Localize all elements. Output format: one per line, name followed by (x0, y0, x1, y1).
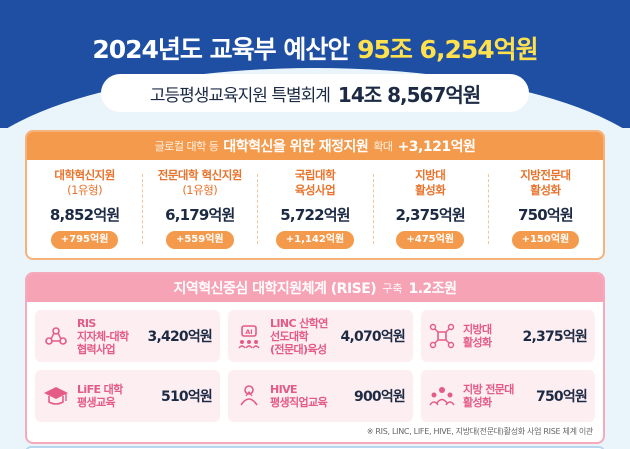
panel1-header: 글로컬 대학 등 대학혁신을 위한 재정지원 확대 +3,121억원 (27, 132, 603, 160)
special-account-amount: 14조 8,567억원 (337, 82, 481, 107)
item-name-line: 전문대학 혁신지원 (157, 168, 243, 182)
card-name-line: 협력사업 (77, 342, 116, 356)
rise-card: 지방 전문대 활성화 750억원 (421, 370, 595, 422)
card-amount: 2,375억원 (522, 329, 588, 345)
graduation-cap-icon (44, 387, 68, 405)
card-amount: 3,420억원 (147, 329, 213, 345)
card-name: LiFE 대학 평생교육 (77, 383, 123, 409)
rise-panel: 지역혁신중심 대학지원체계 (RISE) 구축 1.2조원 RIS 지자체-대학… (25, 272, 605, 444)
rise-card: AI LINC 산학연 선도대학 (전문대)육성 4,070억원 (228, 310, 413, 362)
card-name-line: 선도대학 (270, 329, 309, 343)
panel1-head-note: 글로컬 대학 등 (154, 140, 219, 153)
special-account-pill: 고등평생교육지원 특별회계 14조 8,567억원 (101, 74, 529, 112)
card-name-line: LINC 산학연 (270, 316, 328, 330)
item-name: 지방전문대 활성화 (520, 168, 571, 198)
header: 2024년도 교육부 예산안 95조 6,254억원 고등평생교육지원 특별회계… (0, 0, 630, 128)
rise-card: HIVE 평생직업교육 900억원 (228, 370, 413, 422)
card-name-line: 평생교육 (77, 396, 116, 409)
item-amount: 750억원 (517, 206, 574, 224)
item-increase-badge: +1,142억원 (275, 231, 355, 249)
card-name-line: 지방대 (463, 323, 492, 336)
card-name-line: HIVE (270, 383, 298, 396)
panel1-item: 국립대학 육성사업 5,722억원 +1,142억원 (257, 160, 372, 258)
item-sub-line: 활성화 (415, 183, 446, 197)
card-name: 지방 전문대 활성화 (463, 383, 514, 409)
item-name: 국립대학 육성사업 (294, 168, 336, 198)
svg-text:AI: AI (245, 328, 252, 336)
item-amount: 2,375억원 (395, 206, 465, 224)
rise-card-grid: RIS 지자체-대학 협력사업 3,420억원 AI LINC 산학연 선도대학… (35, 310, 595, 422)
item-name-line: 대학혁신지원 (54, 168, 115, 182)
item-sub-line: 육성사업 (294, 183, 336, 197)
panel1-items: 대학혁신지원 (1유형) 8,852억원 +795억원 전문대학 혁신지원 (1… (27, 160, 603, 258)
panel1-item: 대학혁신지원 (1유형) 8,852억원 +795억원 (27, 160, 142, 258)
item-increase-badge: +559억원 (165, 231, 234, 249)
panel2-head-amount: 1.2조원 (408, 281, 457, 297)
panel1-item: 지방전문대 활성화 750억원 +150억원 (487, 160, 603, 258)
title-prefix: 2024년도 교육부 예산안 (92, 35, 350, 64)
ai-people-icon: AI (238, 325, 260, 349)
panel2-head-note: 구축 (382, 282, 403, 295)
item-increase-badge: +150억원 (511, 231, 580, 249)
item-increase-badge: +795억원 (50, 231, 119, 249)
item-name: 지방대 활성화 (415, 168, 446, 198)
university-innovation-panel: 글로컬 대학 등 대학혁신을 위한 재정지원 확대 +3,121억원 대학혁신지… (25, 130, 605, 260)
item-increase-badge: +475억원 (396, 231, 465, 249)
item-sub-line: 활성화 (530, 183, 561, 197)
rise-card: LiFE 대학 평생교육 510억원 (35, 370, 220, 422)
title-amount: 95조 6,254억원 (357, 35, 539, 64)
rise-card: RIS 지자체-대학 협력사업 3,420억원 (35, 310, 220, 362)
card-amount: 750억원 (536, 389, 588, 405)
card-name: HIVE 평생직업교육 (270, 383, 328, 409)
item-name-line: 지방전문대 (520, 168, 571, 182)
item-sub-line: (1유형) (182, 183, 218, 197)
item-amount: 6,179억원 (165, 206, 235, 224)
presenter-icon (240, 385, 258, 406)
card-amount: 4,070억원 (340, 329, 406, 345)
item-amount: 8,852억원 (49, 206, 120, 224)
hub-icon (429, 323, 455, 349)
card-name-line: 활성화 (463, 336, 492, 349)
footnote: ※ RIS, LINC, LIFE, HIVE, 지방대(전문대)활성화 사업 … (366, 427, 594, 436)
card-name-line: (전문대)육성 (270, 342, 327, 356)
rise-card: 지방대 활성화 2,375억원 (421, 310, 595, 362)
panel1-head-expand: 확대 (373, 140, 393, 153)
item-amount: 5,722억원 (280, 206, 350, 224)
card-name: RIS 지자체-대학 협력사업 (77, 317, 129, 356)
card-amount: 510억원 (161, 389, 213, 405)
item-name: 대학혁신지원 (1유형) (54, 168, 115, 198)
card-name-line: 지방 전문대 (463, 383, 514, 396)
panel2-header: 지역혁신중심 대학지원체계 (RISE) 구축 1.2조원 (27, 274, 603, 302)
page-title: 2024년도 교육부 예산안 95조 6,254억원 (0, 30, 630, 66)
item-sub-line: (1유형) (67, 183, 103, 197)
card-name-line: 활성화 (463, 396, 492, 409)
special-account-label: 고등평생교육지원 특별회계 (149, 85, 331, 106)
network-icon (45, 327, 67, 345)
card-name-line: RIS (77, 316, 96, 330)
card-name: 지방대 활성화 (463, 323, 492, 349)
card-name: LINC 산학연 선도대학 (전문대)육성 (270, 317, 328, 356)
panel2-head-title: 지역혁신중심 대학지원체계 (RISE) (173, 281, 377, 297)
panel1-head-title: 대학혁신을 위한 재정지원 (223, 139, 369, 155)
group-icon (429, 387, 455, 406)
item-name-line: 국립대학 (294, 168, 336, 182)
card-name-line: 평생직업교육 (270, 396, 328, 409)
item-name-line: 지방대 (415, 168, 446, 182)
panel1-item: 지방대 활성화 2,375억원 +475억원 (372, 160, 488, 258)
panel1-item: 전문대학 혁신지원 (1유형) 6,179억원 +559억원 (142, 160, 257, 258)
card-name-line: 지자체-대학 (77, 329, 129, 343)
panel1-head-amount: +3,121억원 (397, 139, 476, 155)
card-amount: 900억원 (354, 389, 406, 405)
item-name: 전문대학 혁신지원 (1유형) (157, 168, 243, 198)
card-name-line: LiFE 대학 (77, 383, 123, 396)
